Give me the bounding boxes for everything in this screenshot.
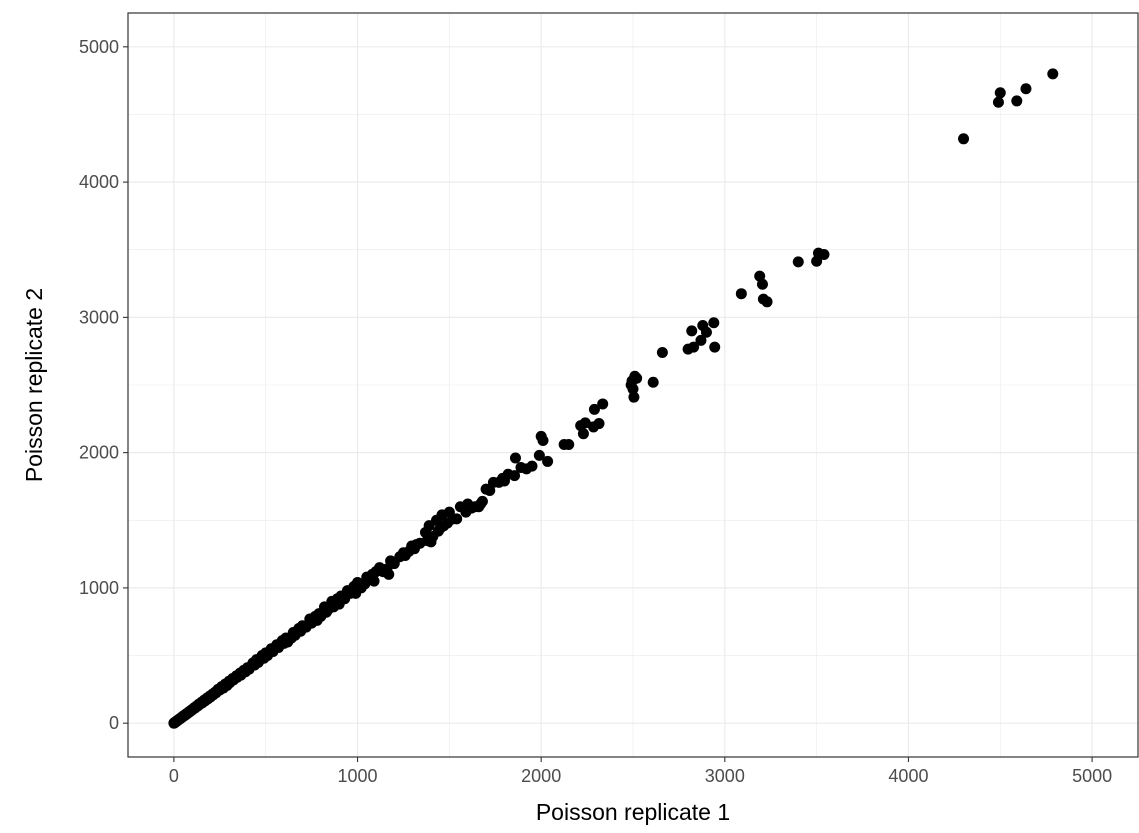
data-point <box>811 255 823 267</box>
y-tick-label: 1000 <box>79 578 119 598</box>
data-point <box>682 343 694 355</box>
data-point <box>735 288 747 300</box>
data-point <box>656 347 668 359</box>
x-tick-label: 1000 <box>338 766 378 786</box>
data-point <box>1020 83 1032 95</box>
y-axis: 0 1000 2000 3000 4000 5000 <box>79 37 128 733</box>
data-point <box>994 87 1006 99</box>
data-point <box>588 403 600 415</box>
grid-major <box>128 13 1138 757</box>
data-point <box>588 421 600 433</box>
data-point <box>597 398 609 410</box>
data-point <box>709 341 721 353</box>
data-point <box>575 420 587 432</box>
data-point <box>647 376 659 388</box>
x-tick-label: 5000 <box>1072 766 1112 786</box>
y-tick-label: 3000 <box>79 307 119 327</box>
y-tick-label: 2000 <box>79 443 119 463</box>
data-point <box>695 334 707 346</box>
data-point <box>558 439 570 451</box>
x-tick-label: 4000 <box>888 766 928 786</box>
y-tick-label: 4000 <box>79 172 119 192</box>
data-point <box>628 391 640 403</box>
data-point <box>419 526 431 538</box>
plot-border <box>127 12 1139 758</box>
data-point <box>992 96 1004 108</box>
data-point <box>480 483 492 495</box>
data-point <box>454 501 466 513</box>
y-tick-label: 5000 <box>79 37 119 57</box>
data-point <box>792 256 804 268</box>
data-point <box>542 455 554 467</box>
data-point <box>533 449 545 461</box>
data-point <box>708 317 720 329</box>
y-tick-label: 0 <box>109 713 119 733</box>
data-point <box>1011 95 1023 107</box>
data-point <box>168 717 180 729</box>
y-axis-title: Poisson replicate 2 <box>21 288 47 482</box>
x-tick-label: 0 <box>169 766 179 786</box>
data-point <box>535 430 547 442</box>
data-point <box>509 452 521 464</box>
data-point <box>697 319 709 331</box>
data-point <box>515 462 527 474</box>
points-layer <box>168 68 1059 729</box>
x-tick-label: 2000 <box>521 766 561 786</box>
x-tick-label: 3000 <box>705 766 745 786</box>
data-point <box>754 270 766 282</box>
data-point <box>686 325 698 337</box>
data-point <box>958 133 970 145</box>
data-point <box>1047 68 1059 80</box>
x-axis-title: Poisson replicate 1 <box>536 799 730 825</box>
x-axis: 0 1000 2000 3000 4000 5000 <box>169 757 1112 786</box>
data-point <box>757 293 769 305</box>
data-point <box>625 379 637 391</box>
